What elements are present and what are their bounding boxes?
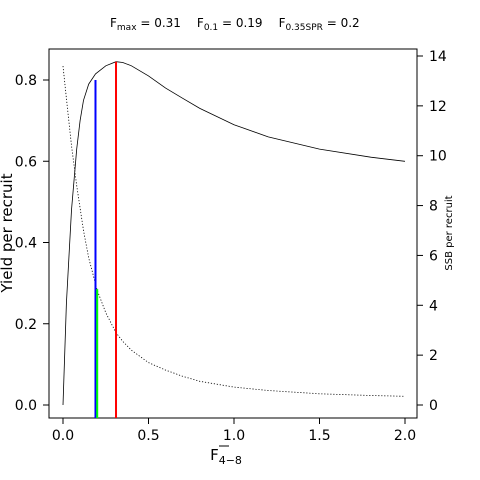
y-right-tick-label: 4 xyxy=(429,298,438,314)
title-value: = 0.2 xyxy=(323,16,360,30)
y-axis-left: 0.0 0.2 0.4 0.6 0.8 xyxy=(15,73,49,414)
y-left-tick-label: 0.6 xyxy=(15,154,37,170)
title-symbol: F xyxy=(279,16,286,30)
x-tick-label: 0.5 xyxy=(137,428,159,444)
y-right-tick-label: 8 xyxy=(429,199,438,215)
y-axis-right: 0 2 4 6 8 10 12 14 xyxy=(417,49,447,414)
y-right-tick-label: 14 xyxy=(429,49,447,65)
y-right-tick-label: 6 xyxy=(429,248,438,264)
yield-curve xyxy=(62,61,406,406)
y-axis-right-label: SSB per recruit xyxy=(444,195,455,270)
x-axis-label: F4−8 xyxy=(210,446,242,467)
y-axis-left-label: Yield per recruit xyxy=(0,173,16,293)
x-label-symbol: F xyxy=(210,446,219,464)
title-symbol: F xyxy=(197,16,204,30)
y-right-tick-label: 2 xyxy=(429,348,438,364)
ssb-curve xyxy=(62,65,406,397)
plot-frame xyxy=(48,48,418,419)
title-text: Fmax = 0.31 F0.1 = 0.19 F0.35SPR = 0.2 xyxy=(110,16,360,33)
y-left-tick-label: 0.8 xyxy=(15,73,37,89)
y-left-tick-label: 0.4 xyxy=(15,236,37,252)
y-right-tick-label: 10 xyxy=(429,149,447,165)
x-label-subscript: 4−8 xyxy=(219,454,242,467)
y-right-tick-label: 12 xyxy=(429,99,447,115)
chart-title: Fmax = 0.31 F0.1 = 0.19 F0.35SPR = 0.2 xyxy=(110,16,360,33)
x-tick-label: 1.5 xyxy=(308,428,330,444)
title-value: = 0.19 xyxy=(218,16,262,30)
title-subscript: max xyxy=(117,23,137,33)
y-right-tick-label: 0 xyxy=(429,398,438,414)
title-subscript: 0.35SPR xyxy=(285,23,322,33)
y-left-tick-label: 0.2 xyxy=(15,317,37,333)
x-axis: 0.0 0.5 1.0 1.5 2.0 xyxy=(52,418,416,447)
y-left-tick-label: 0.0 xyxy=(15,398,37,414)
x-tick-label: 1.0 xyxy=(223,428,245,444)
title-symbol: F xyxy=(110,16,117,30)
reference-lines xyxy=(94,61,118,418)
title-value: = 0.31 xyxy=(137,16,181,30)
x-tick-label: 0.0 xyxy=(52,428,74,444)
title-subscript: 0.1 xyxy=(204,23,218,33)
x-tick-label: 2.0 xyxy=(394,428,416,444)
series xyxy=(62,61,406,406)
